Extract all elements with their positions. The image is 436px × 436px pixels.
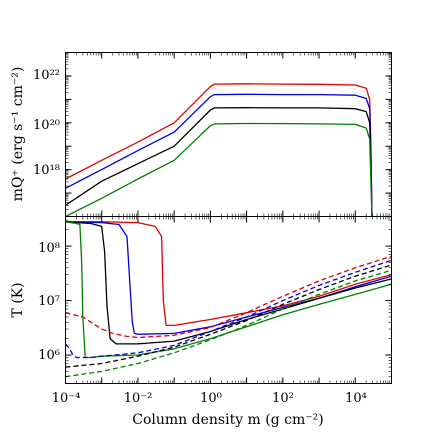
bottom-series-line-2 bbox=[65, 221, 392, 345]
top-series-group bbox=[65, 83, 373, 218]
bottom-series-line-6 bbox=[65, 264, 392, 368]
top-ytick-label: 10¹⁸ bbox=[33, 163, 60, 178]
bottom-series-line-3 bbox=[65, 221, 392, 359]
top-ytick-label: 10²² bbox=[33, 68, 60, 83]
bottom-ytick-label: 10⁸ bbox=[38, 241, 60, 256]
bottom-panel: 10⁶ 10⁷ 10⁸ T (K) 10⁻⁴ 10⁻² 10⁰ 10² 10⁴ … bbox=[10, 216, 392, 428]
bottom-xtick-label: 10⁴ bbox=[345, 391, 367, 406]
bottom-ytick-label: 10⁶ bbox=[38, 348, 60, 363]
bottom-xtick-label: 10⁻⁴ bbox=[52, 391, 81, 406]
bottom-y-axis-label: T (K) bbox=[10, 282, 26, 317]
bottom-x-axis-label: Column density m (g cm⁻²) bbox=[132, 412, 323, 428]
top-ytick-label: 10²⁰ bbox=[33, 118, 60, 133]
top-series-line-0 bbox=[65, 83, 373, 217]
bottom-series-line-7 bbox=[65, 269, 392, 378]
bottom-plot-frame bbox=[65, 216, 392, 384]
top-series-line-2 bbox=[65, 107, 373, 217]
bottom-xtick-label: 10⁻² bbox=[124, 391, 153, 406]
bottom-series-line-0 bbox=[65, 221, 392, 327]
top-series-line-1 bbox=[65, 93, 373, 217]
bottom-ytick-label: 10⁷ bbox=[38, 294, 60, 309]
bottom-xtick-label: 10⁰ bbox=[200, 391, 222, 406]
bottom-series-line-5 bbox=[65, 259, 392, 359]
top-series-line-3 bbox=[65, 122, 373, 218]
top-y-axis-label: mQ⁺ (erg s⁻¹ cm⁻²) bbox=[10, 67, 26, 202]
top-panel: 10¹⁸ 10²⁰ 10²² mQ⁺ (erg s⁻¹ cm⁻²) bbox=[10, 52, 392, 218]
bottom-xtick-label: 10² bbox=[272, 391, 294, 406]
bottom-series-group bbox=[65, 221, 392, 378]
